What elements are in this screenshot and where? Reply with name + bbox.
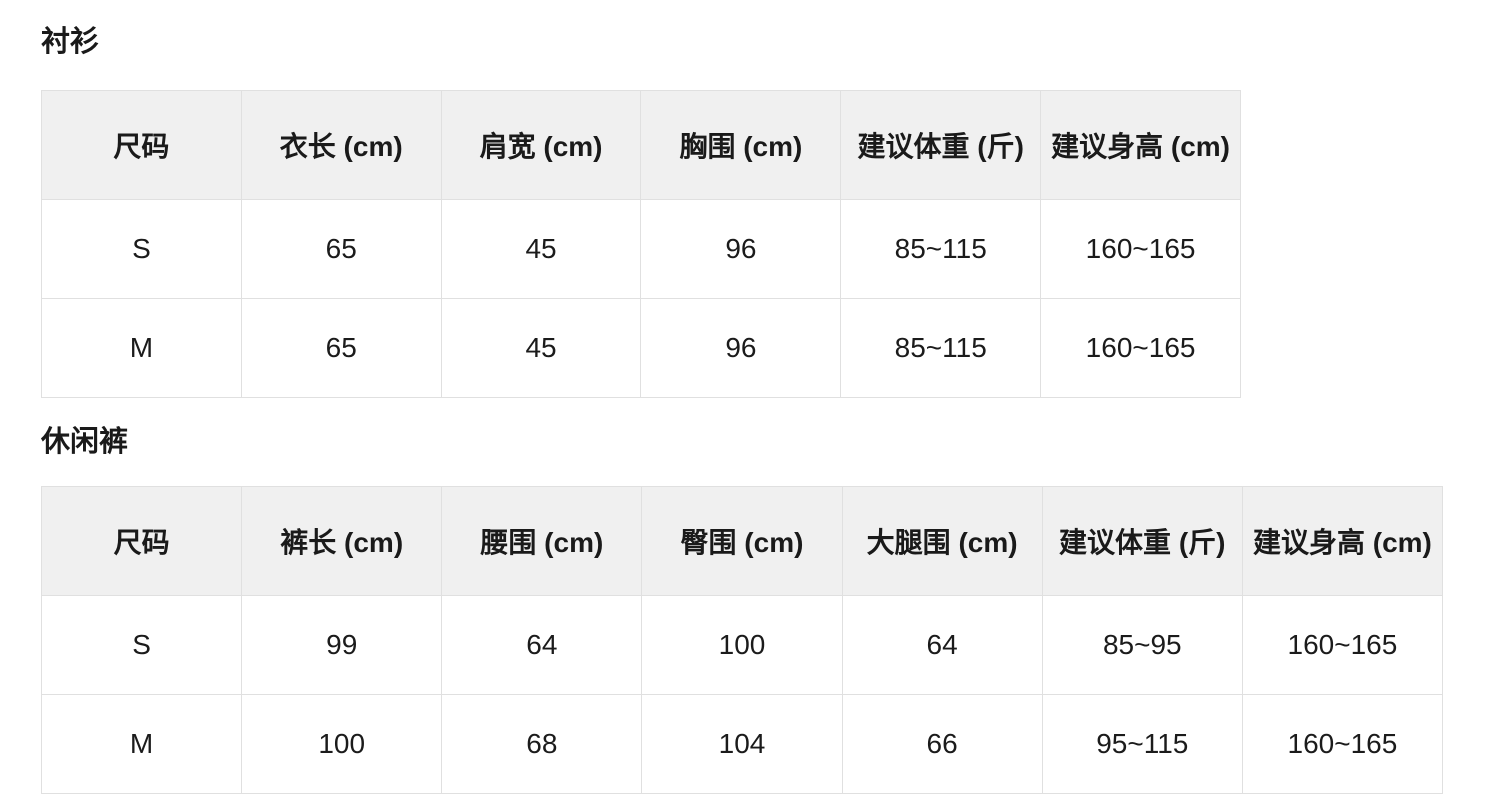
column-header: 尺码 <box>40 486 243 596</box>
table-row: S 99 64 100 64 85~95 160~165 <box>40 595 1444 695</box>
value-cell: 66 <box>841 694 1043 794</box>
shirt-section-title: 衬衫 <box>41 26 100 58</box>
value-cell: 160~165 <box>1040 199 1241 299</box>
value-cell: 95~115 <box>1041 694 1243 794</box>
value-cell: 160~165 <box>1241 595 1444 695</box>
value-cell: 85~95 <box>1041 595 1243 695</box>
column-header: 尺码 <box>41 90 242 200</box>
column-header: 裤长 (cm) <box>241 486 443 596</box>
value-cell: 64 <box>841 595 1043 695</box>
pants-size-table: 尺码 裤长 (cm) 腰围 (cm) 臀围 (cm) 大腿围 (cm) 建议体重 (斤) 建… <box>40 486 1444 794</box>
column-header: 肩宽 (cm) <box>440 90 642 200</box>
section-pants: 休闲裤 尺码 裤长 (cm) 腰围 (cm) 臀围 (cm) 大腿围 (cm) 建议体重 … <box>40 426 1485 794</box>
value-cell: 96 <box>640 199 842 299</box>
value-cell: 99 <box>241 595 443 695</box>
column-header: 胸围 (cm) <box>640 90 842 200</box>
column-header: 大腿围 (cm) <box>841 486 1043 596</box>
table-row: M 100 68 104 66 95~115 160~165 <box>40 694 1444 794</box>
table-row: M 65 45 96 85~115 160~165 <box>41 298 1241 398</box>
size-label-cell: M <box>41 298 242 398</box>
table-row: S 65 45 96 85~115 160~165 <box>41 199 1241 299</box>
value-cell: 45 <box>440 199 642 299</box>
header-row: 尺码 裤长 (cm) 腰围 (cm) 臀围 (cm) 大腿围 (cm) 建议体重 (斤) 建… <box>40 486 1444 596</box>
value-cell: 104 <box>641 694 843 794</box>
value-cell: 68 <box>441 694 643 794</box>
value-cell: 96 <box>640 298 842 398</box>
column-header: 衣长 (cm) <box>240 90 442 200</box>
size-label-cell: S <box>40 595 243 695</box>
column-header: 臀围 (cm) <box>641 486 843 596</box>
value-cell: 100 <box>241 694 443 794</box>
pants-section-title: 休闲裤 <box>41 426 129 458</box>
value-cell: 85~115 <box>840 199 1042 299</box>
shirt-size-table: 尺码 衣长 (cm) 肩宽 (cm) 胸围 (cm) 建议体重 (斤) 建议身高 (cm)… <box>41 90 1241 398</box>
size-label-cell: M <box>40 694 243 794</box>
value-cell: 160~165 <box>1040 298 1241 398</box>
section-shirt: 衬衫 尺码 衣长 (cm) 肩宽 (cm) 胸围 (cm) 建议体重 (斤) 建议身高 (… <box>41 26 1485 398</box>
header-row: 尺码 衣长 (cm) 肩宽 (cm) 胸围 (cm) 建议体重 (斤) 建议身高 (cm) <box>41 90 1241 200</box>
column-header: 建议身高 (cm) <box>1241 486 1444 596</box>
value-cell: 45 <box>440 298 642 398</box>
value-cell: 100 <box>641 595 843 695</box>
value-cell: 64 <box>441 595 643 695</box>
value-cell: 65 <box>240 298 442 398</box>
value-cell: 160~165 <box>1241 694 1444 794</box>
column-header: 建议身高 (cm) <box>1040 90 1241 200</box>
size-label-cell: S <box>41 199 242 299</box>
column-header: 腰围 (cm) <box>441 486 643 596</box>
value-cell: 65 <box>240 199 442 299</box>
value-cell: 85~115 <box>840 298 1042 398</box>
column-header: 建议体重 (斤) <box>1041 486 1243 596</box>
column-header: 建议体重 (斤) <box>840 90 1042 200</box>
